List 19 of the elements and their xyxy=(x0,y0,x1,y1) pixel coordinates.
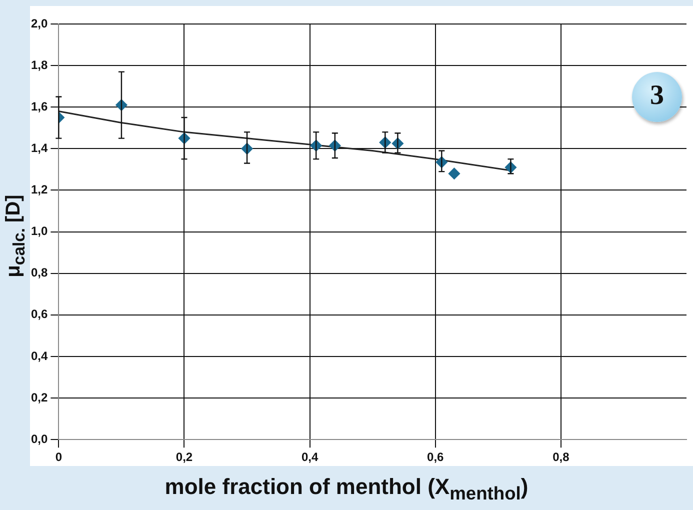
y-tick-label: 1,0 xyxy=(30,224,48,238)
y-tick-label: 1,4 xyxy=(30,140,48,155)
x-tick-label: 0,4 xyxy=(301,450,318,464)
x-tick-label: 0,8 xyxy=(552,450,570,464)
y-tick-label: 0,8 xyxy=(30,266,48,280)
x-axis-title: mole fraction of menthol (X$_{menthol}$) xyxy=(164,474,530,504)
y-tick-label: 0,4 xyxy=(30,348,48,363)
y-tick-label: 2,0 xyxy=(30,16,48,30)
annotation: 3 xyxy=(649,80,665,112)
x-tick-label: 0,2 xyxy=(176,450,193,464)
x-tick-label: 0,6 xyxy=(427,450,444,464)
x-tick-label: 0 xyxy=(55,450,62,464)
y-tick-label: 0,0 xyxy=(30,432,48,446)
y-tick-label: 0,6 xyxy=(30,307,48,322)
y-tick-label: 1,2 xyxy=(30,182,48,197)
y-tick-label: 1,6 xyxy=(30,99,48,114)
y-tick-label: 1,8 xyxy=(30,58,48,72)
point xyxy=(448,168,460,180)
y-tick-label: 0,2 xyxy=(30,390,48,404)
